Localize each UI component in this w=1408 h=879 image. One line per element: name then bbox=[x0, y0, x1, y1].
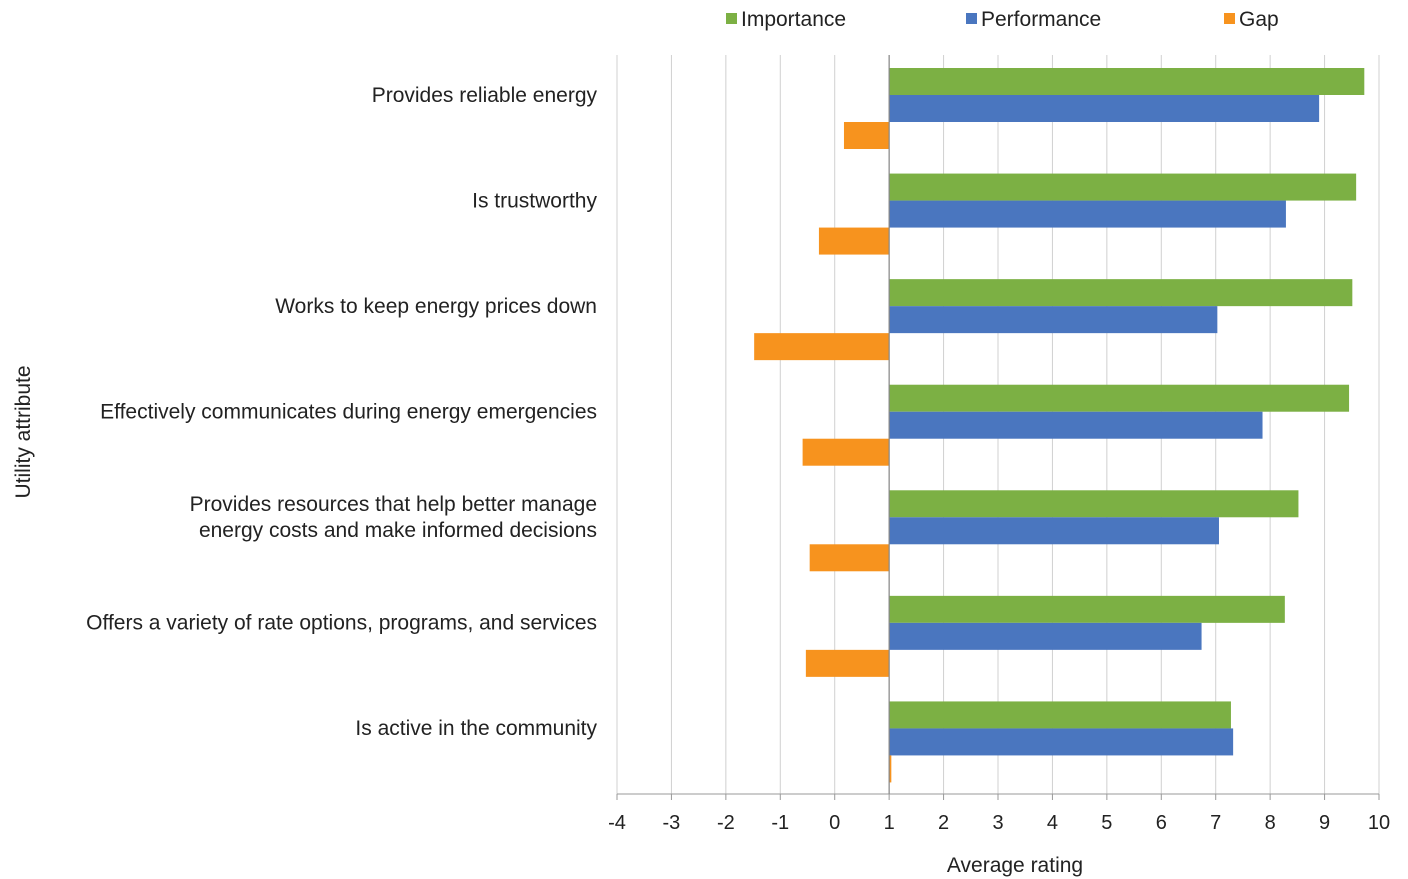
category-label: Is trustworthy bbox=[472, 189, 597, 212]
x-tick-label: -2 bbox=[717, 812, 735, 834]
bar-importance bbox=[889, 279, 1353, 307]
category-labels: Provides reliable energy Is trustworthy Wo… bbox=[86, 84, 597, 740]
x-tick-label: 7 bbox=[1210, 812, 1221, 834]
bar-importance bbox=[889, 595, 1285, 623]
bar-series bbox=[754, 68, 1365, 783]
x-axis-title: Average rating bbox=[947, 854, 1083, 877]
bar-performance bbox=[889, 95, 1320, 122]
category-label: Effectively communicates during energy e… bbox=[100, 401, 597, 424]
bar-gap bbox=[889, 755, 892, 783]
bar-gap bbox=[802, 438, 890, 466]
x-tick-label: -3 bbox=[663, 812, 681, 834]
bar-gap bbox=[843, 122, 890, 149]
bar-performance bbox=[889, 411, 1263, 439]
bar-performance bbox=[889, 306, 1218, 334]
legend-swatch bbox=[726, 13, 737, 24]
x-tick-label: 5 bbox=[1101, 812, 1112, 834]
category-label: Provides resources that help better mana… bbox=[190, 493, 597, 516]
bar-importance bbox=[889, 490, 1299, 518]
bar-importance bbox=[889, 701, 1231, 729]
y-axis-title: Utility attribute bbox=[12, 365, 35, 498]
bar-importance bbox=[889, 384, 1350, 412]
bar-importance bbox=[889, 68, 1365, 95]
x-tick-label: 8 bbox=[1265, 812, 1276, 834]
x-tick-label: 1 bbox=[884, 812, 895, 834]
legend-label: Gap bbox=[1239, 8, 1279, 31]
bar-performance bbox=[889, 622, 1202, 650]
x-tick-label: 0 bbox=[829, 812, 840, 834]
x-tick-label: 6 bbox=[1156, 812, 1167, 834]
category-label: Provides reliable energy bbox=[372, 84, 598, 107]
category-label: Offers a variety of rate options, progra… bbox=[86, 612, 597, 635]
x-tick-label: 10 bbox=[1368, 812, 1390, 834]
legend-swatch bbox=[1224, 13, 1235, 24]
category-label: Works to keep energy prices down bbox=[275, 295, 597, 318]
x-tick-label: 4 bbox=[1047, 812, 1058, 834]
bar-importance bbox=[889, 173, 1357, 201]
legend: Importance Performance Gap bbox=[726, 8, 1279, 31]
x-tick-label: -1 bbox=[771, 812, 789, 834]
x-tick-label: -4 bbox=[608, 812, 626, 834]
bar-performance bbox=[889, 517, 1219, 545]
legend-swatch bbox=[966, 13, 977, 24]
x-tick-label: 2 bbox=[938, 812, 949, 834]
x-tick-label: 9 bbox=[1319, 812, 1330, 834]
bar-gap bbox=[754, 333, 890, 361]
bar-gap bbox=[809, 544, 890, 572]
category-label: Is active in the community bbox=[355, 717, 597, 740]
legend-label: Importance bbox=[741, 8, 846, 31]
bar-performance bbox=[889, 728, 1234, 756]
category-label: energy costs and make informed decisions bbox=[199, 519, 597, 542]
bar-gap bbox=[805, 649, 890, 677]
bar-gap bbox=[818, 227, 890, 255]
legend-label: Performance bbox=[981, 8, 1101, 31]
axes: -4 -3 -2 -1 0 1 2 3 4 5 6 7 8 9 10 bbox=[608, 55, 1390, 834]
x-tick-label: 3 bbox=[992, 812, 1003, 834]
bar-performance bbox=[889, 200, 1286, 228]
